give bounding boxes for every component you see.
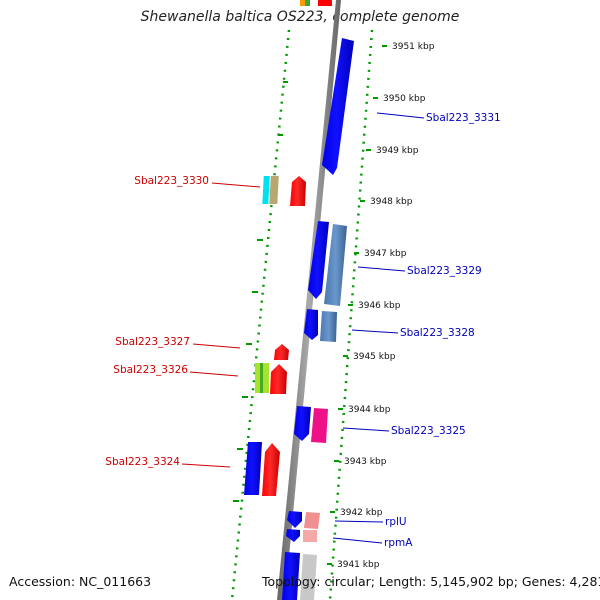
gene-sbal223-3329	[324, 224, 347, 306]
gene-features	[244, 38, 354, 600]
tick-label: 3943 kbp	[344, 457, 387, 467]
outer-dotted-guide-left	[230, 29, 291, 600]
gene-blue-bottom	[282, 552, 300, 600]
tick-label: 3946 kbp	[358, 301, 401, 311]
gene-blue-3328a	[304, 309, 318, 340]
gene-sbal223-3330	[290, 176, 306, 206]
tick-label: 3942 kbp	[340, 508, 383, 518]
gene-label: Sbal223_3328	[400, 327, 475, 339]
tick-label: 3945 kbp	[353, 352, 396, 362]
gene-sbal223-3331	[322, 38, 354, 175]
accession-text: Accession: NC_011663	[9, 574, 152, 589]
gene-label: Sbal223_3327	[115, 336, 190, 348]
tick-label: 3944 kbp	[348, 405, 391, 415]
gene-tan	[269, 176, 279, 204]
tick-label: 3950 kbp	[383, 94, 426, 104]
gene-gray-bottom	[300, 554, 317, 600]
gene-label: Sbal223_3331	[426, 112, 501, 124]
gene-cyan	[262, 176, 270, 204]
gene-blue-3324a	[244, 442, 262, 495]
gene-label: rplU	[385, 516, 407, 528]
gene-blue-3329a	[308, 221, 329, 299]
map-title: Shewanella baltica OS223, complete genom…	[140, 9, 460, 25]
gene-sbal223-3324	[262, 443, 280, 496]
gene-label: Sbal223_3330	[134, 175, 209, 187]
gene-red-3326b	[270, 364, 287, 394]
gene-label: Sbal223_3325	[391, 425, 466, 437]
topology-text: Topology: circular; Length: 5,145,902 bp…	[262, 574, 600, 589]
gene-green-stripe	[260, 363, 263, 393]
label-leader-lines	[181, 112, 425, 544]
tick-label: 3947 kbp	[364, 249, 407, 259]
gene-label: rpmA	[384, 537, 413, 549]
gene-label: Sbal223_3326	[113, 364, 188, 376]
gene-rpma	[286, 529, 300, 542]
gene-rplu	[287, 511, 302, 528]
tick-label: 3951 kbp	[392, 42, 435, 52]
gene-sbal223-3328	[320, 311, 337, 342]
gene-pink-rpma	[303, 530, 317, 542]
tick-label: 3948 kbp	[370, 197, 413, 207]
gene-sbal223-3327	[274, 344, 289, 360]
gene-labels: Sbal223_3331 Sbal223_3330 Sbal223_3329 Sbal…	[105, 112, 500, 549]
kbp-tick-labels: 3951 kbp 3950 kbp 3949 kbp 3948 kbp 3947 kbp…	[327, 42, 435, 570]
top-cut-genes	[300, 0, 332, 6]
tick-label: 3941 kbp	[337, 560, 380, 570]
gene-sbal223-3325	[311, 408, 328, 443]
tick-label: 3949 kbp	[376, 146, 419, 156]
gene-label: Sbal223_3324	[105, 456, 180, 468]
gene-pink-rplu	[304, 512, 320, 529]
gene-label: Sbal223_3329	[407, 265, 482, 277]
gene-blue-3325a	[294, 406, 311, 441]
left-tick-marks	[233, 81, 288, 502]
